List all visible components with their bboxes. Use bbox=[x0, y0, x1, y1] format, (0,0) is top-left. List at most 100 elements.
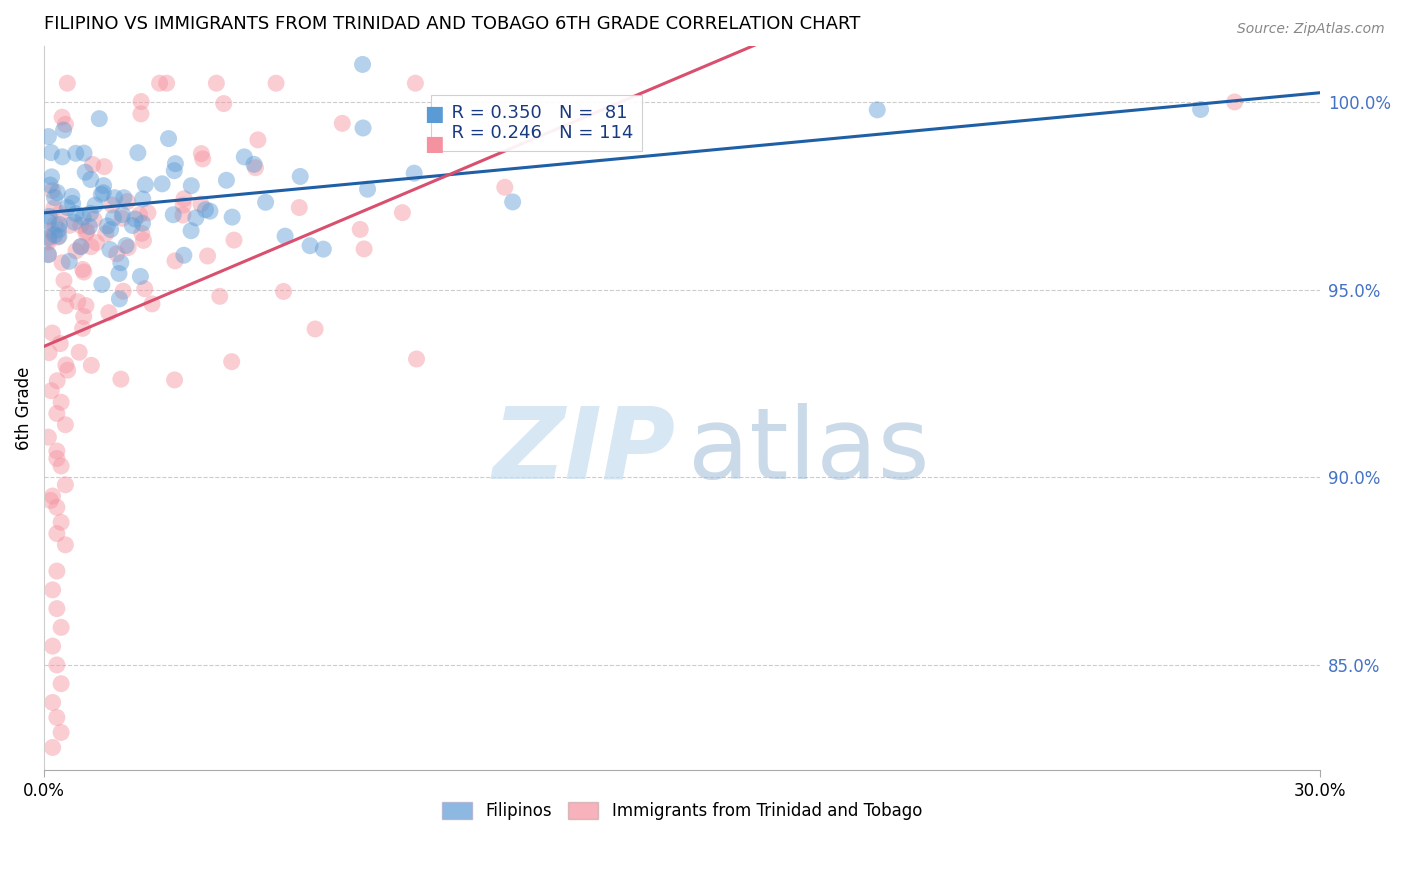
Point bbox=[132, 233, 155, 247]
Point bbox=[117, 240, 139, 254]
Point bbox=[45, 710, 67, 724]
Point bbox=[198, 204, 221, 219]
Point bbox=[172, 198, 194, 212]
Point bbox=[111, 211, 134, 226]
Point bbox=[110, 256, 132, 270]
Point bbox=[69, 239, 91, 253]
Point bbox=[49, 725, 72, 739]
Point bbox=[49, 620, 72, 634]
Point bbox=[205, 76, 228, 90]
Point bbox=[93, 178, 115, 193]
Point bbox=[41, 582, 63, 597]
Point bbox=[41, 326, 63, 340]
Point bbox=[404, 76, 426, 90]
Point bbox=[221, 210, 243, 224]
Point bbox=[212, 96, 235, 111]
Point bbox=[173, 248, 195, 262]
Point bbox=[44, 228, 66, 243]
Point bbox=[141, 297, 163, 311]
Point bbox=[53, 538, 76, 552]
Point bbox=[1189, 103, 1212, 117]
Point bbox=[67, 345, 90, 359]
Point bbox=[208, 289, 231, 303]
Point bbox=[49, 336, 72, 351]
Text: FILIPINO VS IMMIGRANTS FROM TRINIDAD AND TOBAGO 6TH GRADE CORRELATION CHART: FILIPINO VS IMMIGRANTS FROM TRINIDAD AND… bbox=[44, 15, 860, 33]
Point bbox=[56, 201, 79, 215]
Point bbox=[69, 219, 91, 233]
Point bbox=[80, 172, 103, 186]
Point bbox=[51, 150, 73, 164]
Point bbox=[1223, 95, 1246, 109]
Point bbox=[162, 208, 184, 222]
Point bbox=[101, 198, 124, 212]
Point bbox=[37, 247, 59, 261]
Point bbox=[73, 265, 96, 279]
Point bbox=[37, 430, 59, 444]
Point bbox=[53, 477, 76, 491]
Point bbox=[90, 277, 112, 292]
Point bbox=[65, 207, 87, 221]
Point bbox=[502, 194, 524, 209]
Text: ZIP: ZIP bbox=[492, 403, 675, 500]
Point bbox=[45, 407, 67, 421]
Point bbox=[38, 210, 60, 224]
Point bbox=[93, 160, 115, 174]
Point bbox=[194, 202, 217, 217]
Point bbox=[129, 95, 152, 109]
Point bbox=[79, 206, 101, 220]
Point bbox=[190, 197, 212, 211]
Point bbox=[46, 186, 69, 200]
Point bbox=[191, 152, 214, 166]
Point bbox=[44, 218, 66, 232]
Point bbox=[264, 76, 287, 90]
Point bbox=[75, 226, 97, 240]
Point bbox=[82, 157, 104, 171]
Point bbox=[41, 489, 63, 503]
Y-axis label: 6th Grade: 6th Grade bbox=[15, 366, 32, 450]
Point bbox=[46, 230, 69, 244]
Point bbox=[353, 242, 375, 256]
Point bbox=[108, 267, 131, 281]
Point bbox=[39, 145, 62, 160]
Point bbox=[112, 284, 135, 298]
Point bbox=[90, 187, 112, 202]
Point bbox=[79, 219, 101, 234]
Point bbox=[39, 223, 62, 237]
Point bbox=[66, 294, 89, 309]
Point bbox=[103, 211, 125, 225]
Point bbox=[157, 131, 180, 145]
Point bbox=[52, 123, 75, 137]
Point bbox=[80, 359, 103, 373]
Point bbox=[299, 238, 322, 252]
Point bbox=[48, 218, 70, 232]
Point bbox=[41, 169, 63, 184]
Point bbox=[288, 201, 311, 215]
Point bbox=[51, 110, 73, 124]
Point bbox=[83, 212, 105, 227]
Point bbox=[91, 186, 114, 200]
Point bbox=[215, 173, 238, 187]
Point bbox=[65, 146, 87, 161]
Point bbox=[84, 198, 107, 212]
Point bbox=[112, 191, 135, 205]
Text: atlas: atlas bbox=[689, 403, 929, 500]
Point bbox=[37, 230, 59, 244]
Point bbox=[72, 321, 94, 335]
Point bbox=[127, 145, 149, 160]
Point bbox=[131, 192, 153, 206]
Point bbox=[38, 232, 60, 246]
Text: R = 0.350   N =  81
  R = 0.246   N = 114: R = 0.350 N = 81 R = 0.246 N = 114 bbox=[440, 103, 633, 143]
Point bbox=[42, 201, 65, 215]
Point bbox=[173, 192, 195, 206]
Point bbox=[39, 493, 62, 508]
Point bbox=[405, 351, 427, 366]
Point bbox=[121, 219, 143, 233]
Point bbox=[41, 639, 63, 653]
Point bbox=[44, 191, 66, 205]
Point bbox=[45, 601, 67, 615]
Point bbox=[98, 243, 121, 257]
Point bbox=[349, 222, 371, 236]
Point bbox=[76, 224, 98, 238]
Legend: Filipinos, Immigrants from Trinidad and Tobago: Filipinos, Immigrants from Trinidad and … bbox=[434, 796, 929, 827]
Point bbox=[866, 103, 889, 117]
